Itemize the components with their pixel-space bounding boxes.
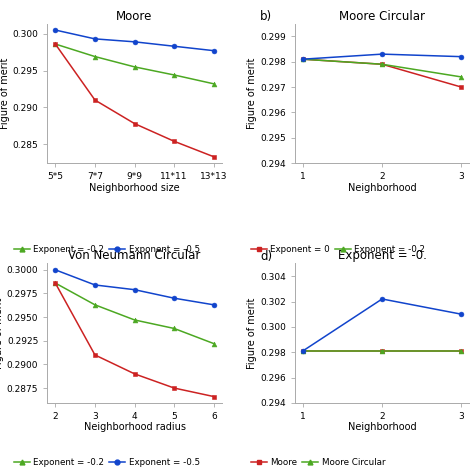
Y-axis label: Figure of merit: Figure of merit <box>247 298 257 369</box>
X-axis label: Neighborhood radius: Neighborhood radius <box>83 422 185 432</box>
Legend: Exponent = -0.2, Exponent = -0.5: Exponent = -0.2, Exponent = -0.5 <box>14 245 200 254</box>
Text: b): b) <box>260 10 272 23</box>
X-axis label: Neighborhood size: Neighborhood size <box>89 182 180 192</box>
Title: Moore Circular: Moore Circular <box>339 9 425 23</box>
Title: Exponent = -0.: Exponent = -0. <box>337 249 427 262</box>
Text: d): d) <box>260 249 272 263</box>
Legend: Exponent = 0, Exponent = -0.2: Exponent = 0, Exponent = -0.2 <box>251 245 425 254</box>
Legend: Exponent = -0.2, Exponent = -0.5: Exponent = -0.2, Exponent = -0.5 <box>14 458 200 467</box>
X-axis label: Neighborhood: Neighborhood <box>348 422 417 432</box>
Y-axis label: Figure of merit: Figure of merit <box>0 298 4 369</box>
X-axis label: Neighborhood: Neighborhood <box>348 182 417 192</box>
Legend: Moore, Moore Circular: Moore, Moore Circular <box>251 458 385 467</box>
Title: Von Neumann Circular: Von Neumann Circular <box>68 249 201 262</box>
Y-axis label: Figure of merit: Figure of merit <box>247 58 257 129</box>
Y-axis label: Figure of merit: Figure of merit <box>0 58 10 129</box>
Title: Moore: Moore <box>117 9 153 23</box>
